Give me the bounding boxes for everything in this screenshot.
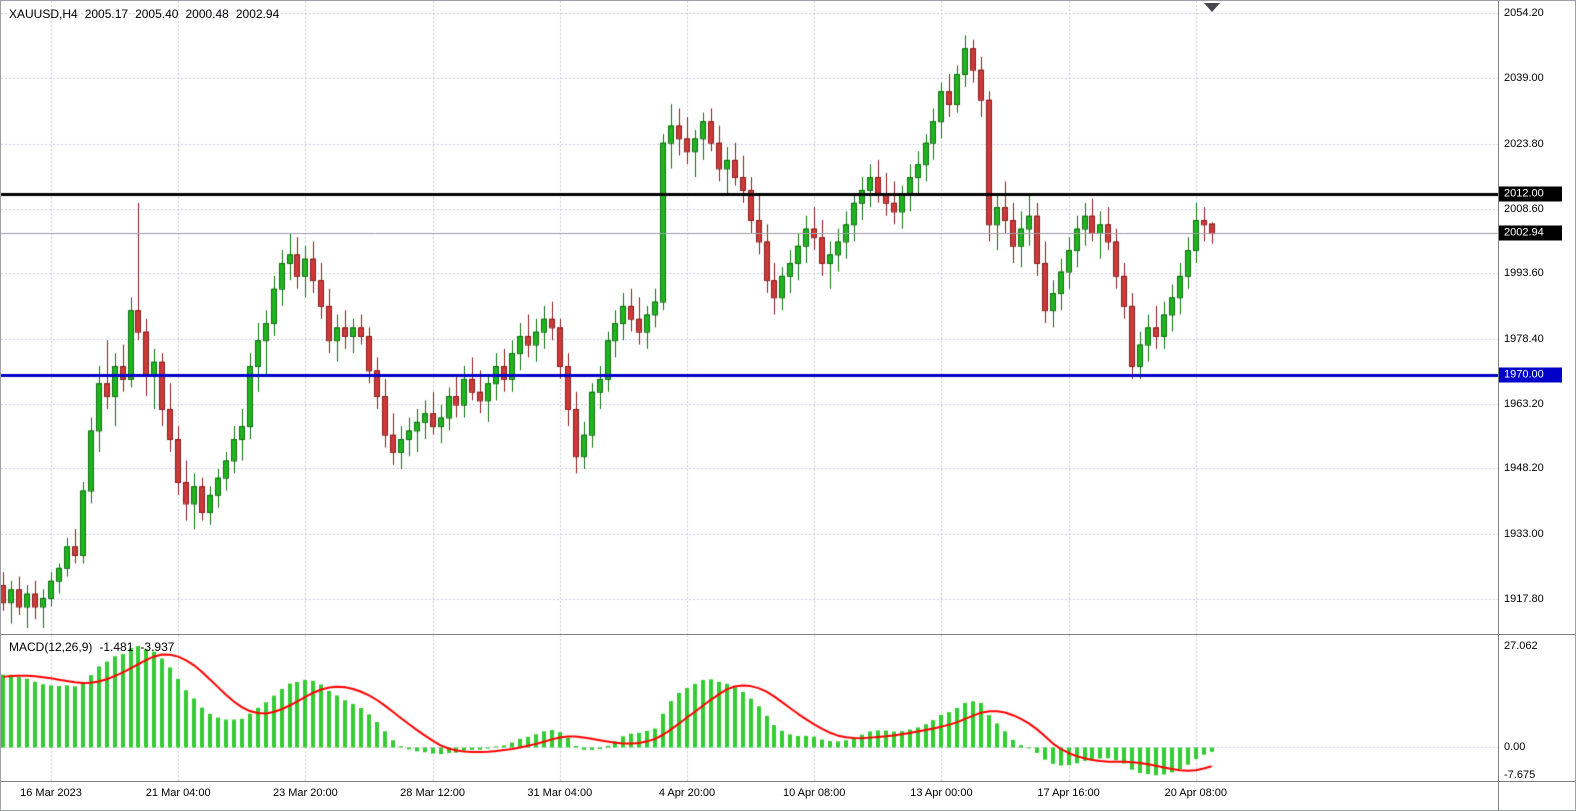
price-chart-canvas[interactable] — [1, 1, 1498, 634]
price-tick-label: 1963.20 — [1504, 397, 1544, 410]
time-axis-border — [1, 781, 1575, 782]
price-tick-label: 1948.20 — [1504, 462, 1544, 475]
macd-signal-value: -3.937 — [140, 640, 175, 654]
time-axis-label: 28 Mar 12:00 — [400, 787, 466, 799]
macd-tick-label: -7.675 — [1504, 769, 1536, 782]
time-axis-label: 13 Apr 00:00 — [910, 787, 973, 799]
open-value: 2005.17 — [84, 7, 129, 21]
close-value: 2002.94 — [235, 7, 280, 21]
price-tick-label: 1993.60 — [1504, 267, 1544, 280]
time-axis-label: 10 Apr 08:00 — [782, 787, 846, 799]
time-axis-label: 20 Apr 08:00 — [1164, 787, 1227, 799]
price-tick-label: 1933.00 — [1504, 527, 1544, 540]
time-axis-label: 23 Mar 20:00 — [272, 787, 338, 799]
price-line-label: 2002.94 — [1499, 225, 1562, 241]
low-value: 2000.48 — [185, 7, 229, 21]
time-axis-scale[interactable] — [1, 782, 1498, 810]
macd-header: MACD(12,26,9) -1.481 -3.937 — [9, 640, 181, 654]
price-tick-label: 1917.80 — [1504, 592, 1544, 605]
price-axis-border — [1498, 1, 1499, 810]
price-tick-label: 2054.20 — [1504, 7, 1544, 20]
chart-shift-triangle-icon[interactable] — [1204, 3, 1220, 12]
time-axis-label: 21 Mar 04:00 — [145, 787, 211, 799]
time-axis-label: 4 Apr 20:00 — [658, 787, 716, 799]
time-axis-label: 16 Mar 2023 — [20, 787, 82, 799]
ohlc-header: XAUUSD,H4 2005.17 2005.40 2000.48 2002.94 — [9, 7, 286, 21]
pane-divider[interactable] — [1, 634, 1575, 635]
macd-tick-label: 0.00 — [1504, 740, 1526, 753]
price-tick-label: 1978.40 — [1504, 332, 1544, 345]
macd-main-value: -1.481 — [99, 640, 134, 654]
price-tick-label: 2023.80 — [1504, 137, 1544, 150]
price-line-label: 1970.00 — [1499, 367, 1562, 383]
price-tick-label: 2039.00 — [1504, 72, 1544, 85]
time-axis-label: 17 Apr 16:00 — [1037, 787, 1100, 799]
price-tick-label: 2008.60 — [1504, 202, 1544, 215]
time-axis-label: 31 Mar 04:00 — [527, 787, 593, 799]
price-line-label: 2012.00 — [1499, 186, 1562, 202]
macd-tick-label: 27.062 — [1504, 639, 1538, 652]
macd-axis-scale[interactable] — [1499, 635, 1575, 781]
high-value: 2005.40 — [135, 7, 179, 21]
macd-indicator-label: MACD(12,26,9) — [9, 640, 93, 654]
macd-indicator-canvas[interactable] — [1, 635, 1498, 781]
symbol-timeframe-label: XAUUSD,H4 — [9, 7, 78, 21]
